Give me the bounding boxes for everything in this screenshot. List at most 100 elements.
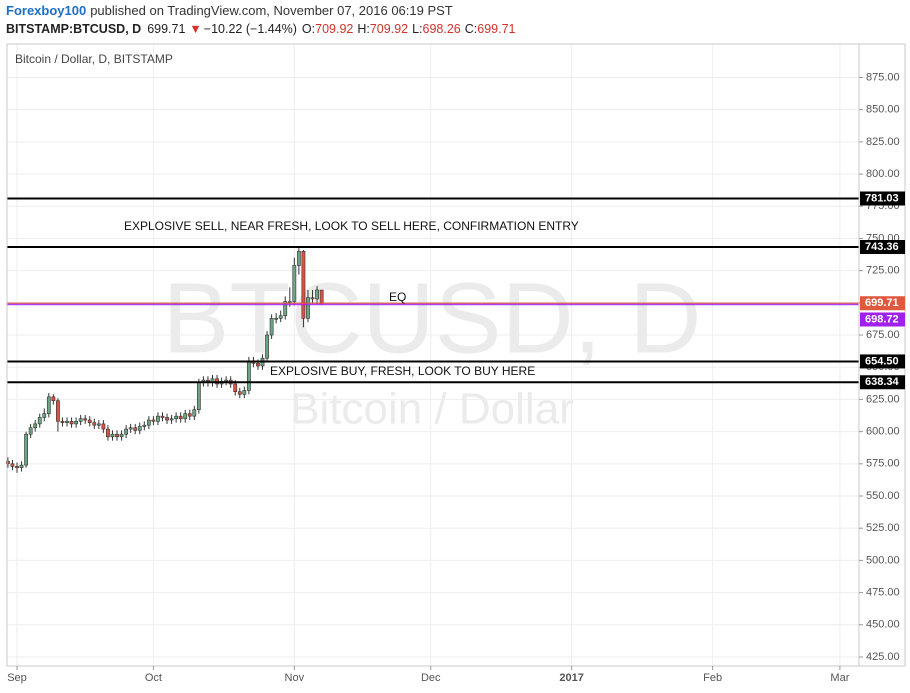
y-tick-label: 425.00 [866,651,900,663]
candle-body [15,466,19,468]
candle-body [319,289,324,304]
candle-body [242,390,247,395]
candle-body [142,424,147,427]
y-tick-label: 575.00 [866,458,900,470]
candle-body [115,433,119,438]
candle-body [60,421,65,423]
arrow: ▼ [189,22,201,36]
candle-body [237,391,242,395]
x-tick-label: Sep [7,672,27,684]
y-tick-label: 500.00 [866,554,900,566]
x-tick-label: Mar [830,672,849,684]
candle-body [165,417,169,421]
candle-body [283,301,288,317]
candle-body [74,421,78,425]
annotation: EXPLOSIVE BUY, FRESH, LOOK TO BUY HERE [270,364,535,378]
l-label: L: [412,22,422,36]
candle-body [296,251,301,266]
y-tick-label: 625.00 [866,393,900,405]
candle-body [256,363,260,367]
y-tick-label: 675.00 [866,329,900,341]
candle-body [178,415,183,420]
candle-body [101,423,106,430]
candle-body [151,419,156,422]
h-label: H: [357,22,370,36]
price-label-box [860,191,905,206]
l: 698.26 [423,22,461,36]
candle-body [287,301,292,303]
price-label-box [860,240,905,255]
candle-body [69,421,74,425]
candle-body [301,251,306,319]
candle-body [119,433,124,438]
price-label-box [860,296,905,311]
annotation: EXPLOSIVE SELL, NEAR FRESH, LOOK TO SELL… [124,219,579,233]
candle-body [28,427,33,435]
candle-body [6,460,10,465]
candle-body [124,428,129,435]
candle-body [310,297,315,300]
candle-body [278,315,283,319]
change: −10.22 (−1.44%) [204,22,297,36]
x-tick-label: Feb [703,672,722,684]
marks [6,197,859,473]
y-tick-label: 450.00 [866,619,900,631]
candle-body [92,422,97,426]
candle-body [246,360,251,391]
author[interactable]: Forexboy100 [6,3,86,18]
candle-body [269,317,274,336]
candle-body [196,382,201,411]
candle-body [96,423,101,426]
y-tick-label: 850.00 [866,104,900,116]
candle-body [233,383,238,393]
candle-body [106,428,110,438]
price-label: 781.03 [865,192,899,204]
candle-body [87,419,92,423]
candle-body [137,426,142,431]
quote-line: BITSTAMP:BTCUSD, D 699.71 ▼ −10.22 (−1.44%)… [6,22,516,36]
candle-body [24,433,28,466]
price-label: 699.71 [865,297,899,309]
candle-body [160,415,165,418]
candle-body [37,417,42,425]
candle-body [306,297,310,319]
candle-body [315,289,319,300]
candle-body [174,415,179,420]
grid [7,44,859,666]
h: 709.92 [370,22,408,36]
symbol: BITSTAMP:BTCUSD, D [6,22,141,36]
candle-body [292,265,297,302]
price-label-box [860,312,905,327]
candle-body [187,413,192,417]
candle-body [156,415,160,422]
annotation: EQ [389,290,406,304]
y-tick-label: 825.00 [866,136,900,148]
publish-line: Forexboy100 published on TradingView.com,… [6,3,453,18]
candle-body [19,464,24,468]
candle-body [224,379,229,382]
candle-body [33,423,38,429]
candle-body [274,317,279,320]
candle-body [65,421,69,423]
y-tick-label: 475.00 [866,587,900,599]
c-label: C: [465,22,478,36]
candle-body [83,418,88,421]
x-tick-label: Dec [421,672,441,684]
c: 699.71 [477,22,515,36]
y-tick-label: 550.00 [866,490,900,502]
candle-body [51,396,56,402]
candle-body [46,396,51,414]
candle-body [128,427,133,430]
y-tick-label: 525.00 [866,522,900,534]
o: 709.92 [315,22,353,36]
published: published on TradingView.com, November 0… [90,3,453,18]
price-label: 743.36 [865,241,899,253]
y-tick-label: 800.00 [866,168,900,180]
price-label: 698.72 [865,313,899,325]
candle-body [146,419,151,426]
chart-title: Bitcoin / Dollar, D, BITSTAMP [15,52,173,66]
candle-body [133,427,138,431]
o-label: O: [302,22,315,36]
